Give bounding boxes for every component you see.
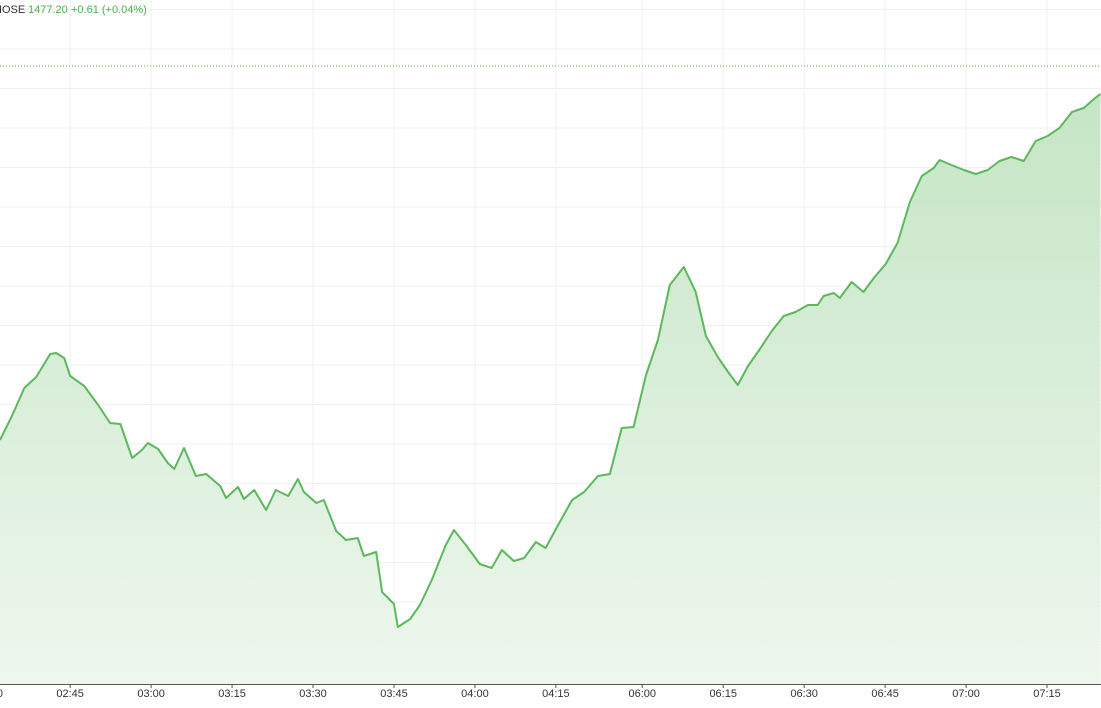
x-tick-label: 03:30 — [299, 688, 327, 700]
x-tick-label: 03:00 — [137, 688, 165, 700]
x-tick-label: 06:00 — [628, 688, 656, 700]
price-line — [0, 93, 1101, 628]
x-tick-label: 02:45 — [56, 688, 84, 700]
x-tick-label: 04:15 — [542, 688, 570, 700]
x-tick-label: 03:15 — [218, 688, 246, 700]
x-tick-label: 07:00 — [952, 688, 980, 700]
symbol: HOSE — [0, 4, 25, 16]
area-fill — [0, 94, 1101, 684]
x-tick-label: 06:15 — [709, 688, 737, 700]
x-tick-label: 07:15 — [1033, 688, 1061, 700]
x-tick-label: 06:30 — [790, 688, 818, 700]
last-price: 1477.20 — [28, 4, 68, 16]
price-change: +0.61 (+0.04%) — [71, 4, 147, 16]
x-tick-label: 03:45 — [380, 688, 408, 700]
x-tick-label: 02:30 — [0, 688, 3, 700]
x-tick-label: 06:45 — [871, 688, 899, 700]
x-tick-label: 04:00 — [461, 688, 489, 700]
